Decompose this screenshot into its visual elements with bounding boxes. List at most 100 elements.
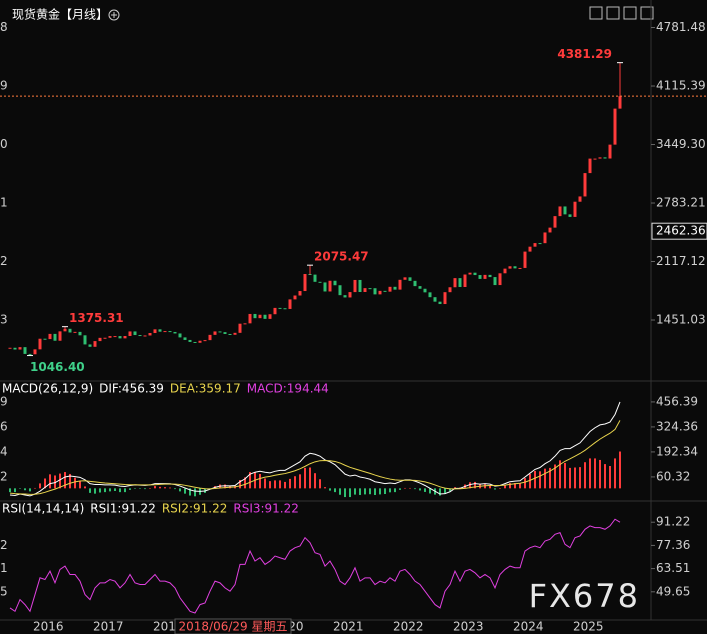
- watermark: FX678: [529, 577, 640, 615]
- candle-body: [88, 344, 92, 347]
- candle-body: [198, 340, 202, 343]
- macd-bar: [314, 473, 316, 489]
- y-tick-label: 1451.03: [656, 313, 706, 327]
- macd-bar: [34, 487, 36, 489]
- candle-body: [38, 338, 42, 350]
- candle-body: [33, 349, 37, 355]
- macd-bar: [84, 486, 86, 489]
- macd-bar: [559, 460, 561, 489]
- candle-body: [113, 336, 117, 338]
- candle-body: [323, 282, 327, 292]
- candle-body: [618, 96, 622, 109]
- y-tick-label: 60.32: [656, 469, 690, 483]
- rsi-line: [9, 518, 621, 614]
- macd-bar: [359, 488, 361, 495]
- add-icon[interactable]: [108, 9, 120, 21]
- y-tick-label: 4115.39: [656, 79, 706, 93]
- candle-body: [488, 274, 492, 278]
- candle-body: [18, 347, 22, 350]
- candle-body: [588, 158, 592, 174]
- macd-bar: [589, 458, 591, 489]
- candle-body: [93, 341, 97, 347]
- candle-body: [333, 280, 337, 286]
- candle-body: [383, 290, 387, 292]
- macd-bar: [564, 462, 566, 489]
- macd-bar: [69, 473, 71, 489]
- candle-body: [273, 307, 277, 315]
- crosshair-button[interactable]: [589, 6, 603, 20]
- legend-item: DIF:456.39: [99, 382, 164, 396]
- candle-body: [543, 232, 547, 244]
- layout-button[interactable]: [623, 6, 637, 20]
- candle-body: [453, 278, 457, 288]
- macd-bar: [79, 481, 81, 489]
- candle-body: [73, 331, 77, 333]
- x-tick-label: 2023: [453, 620, 484, 634]
- macd-bar: [309, 467, 311, 489]
- macd-bar: [174, 488, 176, 490]
- macd-bar: [149, 488, 151, 489]
- candle-body: [63, 328, 67, 332]
- macd-bar: [139, 488, 141, 489]
- macd-bar: [534, 470, 536, 489]
- macd-bar: [579, 467, 581, 489]
- candle-body: [548, 227, 552, 233]
- y-tick-label: 63.51: [656, 561, 690, 575]
- candle-body: [23, 347, 27, 354]
- legend-item: RSI2:91.22: [162, 502, 228, 516]
- candle-body: [563, 206, 567, 215]
- x-tick-label: 2024: [513, 620, 544, 634]
- macd-bar: [484, 484, 486, 489]
- frame: [0, 0, 707, 621]
- candle-body: [493, 277, 497, 286]
- candle-body: [298, 291, 302, 296]
- candle-body: [603, 157, 607, 159]
- candle-body: [388, 286, 392, 292]
- macd-bar: [294, 476, 296, 489]
- macd-bar: [539, 471, 541, 489]
- candle-body: [338, 285, 342, 296]
- y-tick-label: 456.39: [656, 394, 698, 408]
- candle-body: [483, 274, 487, 279]
- candle-body: [478, 275, 482, 279]
- fit-button[interactable]: [606, 6, 620, 20]
- macd-bar: [414, 488, 416, 490]
- candle-body: [528, 246, 532, 252]
- macd-bar: [9, 488, 11, 493]
- candle-body: [238, 323, 242, 333]
- candle-body: [178, 333, 182, 338]
- macd-bar: [109, 488, 111, 492]
- macd-bar: [154, 486, 156, 489]
- candle-body: [358, 279, 362, 293]
- macd-bar: [454, 487, 456, 489]
- candle-body: [418, 286, 422, 289]
- candle-body: [58, 331, 62, 341]
- candle-body: [553, 216, 557, 228]
- candle-body: [303, 273, 307, 292]
- candle-body: [193, 341, 197, 343]
- fullscreen-button[interactable]: [640, 6, 654, 20]
- macd-bar: [509, 483, 511, 489]
- macd-bar: [184, 488, 186, 494]
- macd-bar: [369, 488, 371, 495]
- left-axis-label: 2: [0, 254, 8, 268]
- extreme-label: 2075.47: [314, 250, 369, 264]
- macd-bar: [394, 488, 396, 493]
- macd-line: [9, 420, 621, 495]
- y-tick-label: 4781.48: [656, 20, 706, 34]
- left-axis-label: 3: [0, 313, 8, 327]
- instrument-title: 现货黄金【月线】: [12, 7, 108, 22]
- candle-body: [203, 340, 207, 342]
- candle-body: [248, 313, 252, 324]
- macd-bar: [274, 480, 276, 489]
- candle-body: [98, 337, 102, 342]
- candle-body: [293, 295, 297, 300]
- extreme-label: 1375.31: [69, 311, 124, 325]
- legend-item: DEA:359.17: [170, 382, 241, 396]
- left-axis-label: 9: [0, 79, 8, 93]
- candle-body: [328, 280, 332, 292]
- legend-item: RSI1:91.22: [90, 502, 156, 516]
- candle-body: [613, 108, 617, 145]
- legend-item: RSI(14,14,14): [2, 502, 84, 516]
- macd-line: [9, 401, 621, 497]
